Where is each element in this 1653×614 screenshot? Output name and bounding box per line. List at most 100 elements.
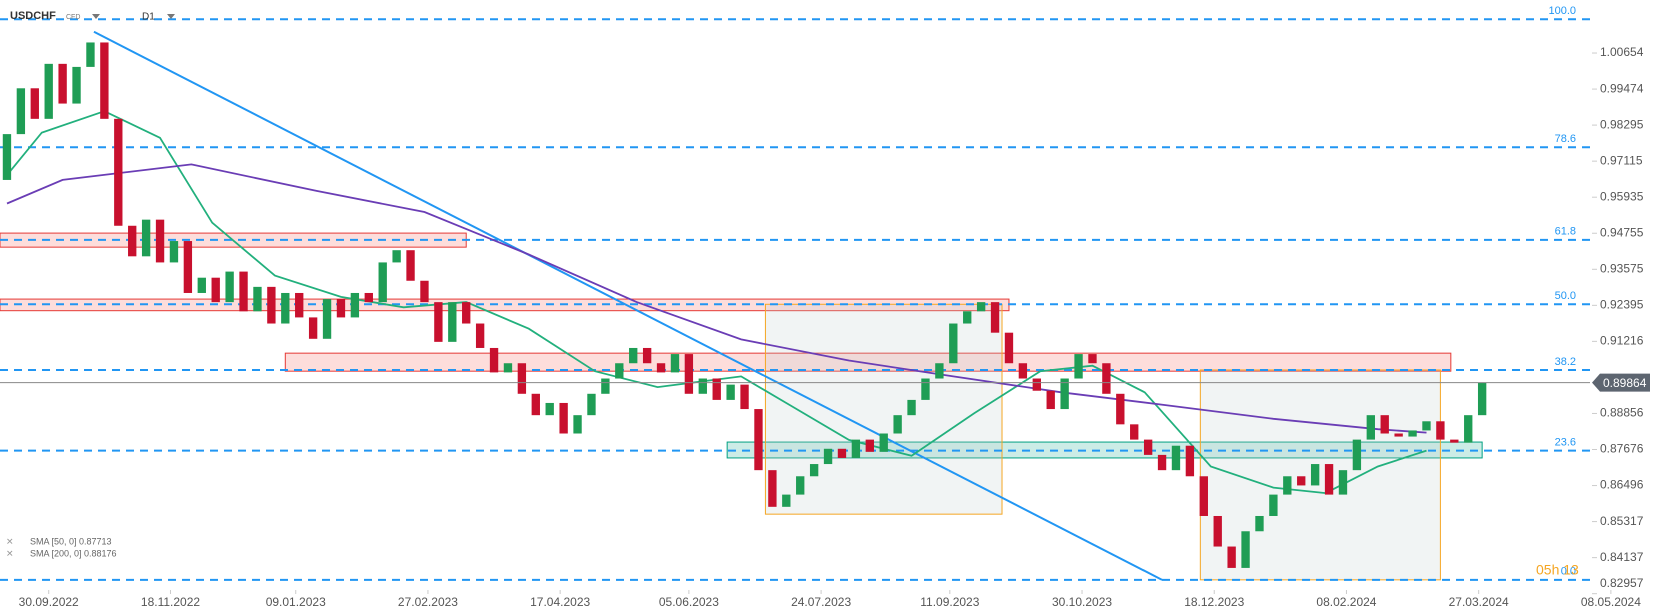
candle-body	[1227, 546, 1236, 568]
axes: 1.00654 0.99474 0.98295 0.97115 0.95935 0.947…	[19, 45, 1644, 609]
fib-level-label: 23.6	[1555, 437, 1576, 449]
candle-body	[726, 384, 735, 400]
candle-body	[1185, 445, 1195, 477]
candle-body	[128, 225, 137, 257]
candle-body	[1297, 476, 1306, 486]
candle-body	[434, 302, 443, 342]
candle-body	[392, 250, 401, 263]
candle-body	[1241, 531, 1250, 568]
timeframe-dropdown[interactable]	[167, 14, 175, 19]
fib-level-label: 38.2	[1555, 356, 1576, 368]
fib-level-label: 50.0	[1555, 290, 1576, 302]
candle-body	[253, 286, 262, 312]
candle-body	[1060, 378, 1069, 410]
range-zone	[1199, 369, 1441, 581]
x-tick-label: 30.10.2023	[1052, 595, 1112, 609]
x-tick-label: 27.03.2024	[1449, 595, 1509, 609]
candle-body	[44, 63, 53, 119]
candle-body	[1477, 382, 1487, 416]
candle-body	[1018, 363, 1028, 379]
x-tick-label: 08.05.2024	[1581, 595, 1641, 609]
candle-body	[30, 88, 39, 119]
candle-body	[406, 250, 415, 281]
candle-body	[308, 317, 318, 339]
candle-body	[350, 292, 360, 318]
candle-body	[1269, 494, 1278, 516]
y-tick-label: 0.97115	[1600, 153, 1643, 167]
y-tick-label: 0.91216	[1600, 334, 1644, 348]
candle-body	[1422, 421, 1431, 431]
x-tick-label: 30.09.2022	[19, 595, 79, 609]
symbol-dropdown[interactable]	[92, 14, 100, 19]
candle-body	[420, 280, 429, 303]
fib-level-label: 61.8	[1555, 226, 1576, 238]
candle-body	[225, 271, 234, 303]
candle-body	[72, 66, 81, 104]
x-tick-label: 09.01.2023	[266, 595, 326, 609]
candle-body	[684, 354, 694, 394]
y-tick-label: 0.82957	[1600, 576, 1644, 590]
y-tick-label: 0.98295	[1600, 117, 1644, 131]
candle-body	[879, 433, 888, 452]
y-tick-label: 0.87676	[1600, 442, 1644, 456]
candle-body	[1032, 378, 1041, 391]
candle-body	[155, 219, 165, 263]
candle-body	[545, 402, 554, 416]
timeframe[interactable]: D1	[142, 12, 155, 23]
y-tick-label: 0.92395	[1600, 298, 1644, 312]
candle-body	[1088, 354, 1097, 364]
candle-body	[615, 363, 624, 379]
candle-body	[364, 292, 373, 303]
x-tick-label: 27.02.2023	[398, 595, 458, 609]
y-tick-label: 0.93575	[1600, 261, 1644, 275]
candle-body	[768, 470, 777, 507]
candle-body	[893, 415, 902, 434]
candle-body	[141, 219, 151, 257]
y-tick-label: 0.85317	[1600, 514, 1644, 528]
candle-body	[587, 393, 596, 416]
symbol[interactable]: USDCHF	[10, 10, 56, 22]
sma-line	[6, 163, 1427, 434]
current-price-label: 0.89864	[1603, 376, 1647, 390]
candle-body	[601, 378, 610, 394]
candle-body	[336, 299, 346, 318]
candle-body	[1199, 476, 1208, 516]
candle-body	[1102, 363, 1111, 394]
candle-body	[740, 384, 749, 410]
candle-body	[1380, 415, 1389, 434]
candle-body	[86, 42, 95, 67]
legend-close[interactable]: ✕	[6, 536, 14, 546]
candle-body	[1436, 421, 1445, 440]
candle-body	[670, 354, 680, 373]
candle-body	[114, 118, 123, 226]
candle-body	[559, 402, 568, 434]
candle-body	[1352, 439, 1362, 471]
candle-body	[1004, 332, 1014, 364]
candle-body	[1143, 439, 1153, 455]
candle-body	[517, 363, 527, 394]
current-price-badge	[1592, 373, 1650, 392]
candle-body	[976, 302, 986, 312]
candle-body	[239, 271, 248, 312]
indicator-legend: ✕ SMA [50, 0] 0.87713 ✕ SMA [200, 0] 0.8817…	[6, 536, 117, 558]
candle-body	[1074, 354, 1083, 379]
candle-body	[1310, 464, 1320, 486]
candle-body	[100, 42, 109, 119]
candle-body	[963, 311, 972, 324]
legend-entry: SMA [200, 0] 0.88176	[30, 548, 117, 558]
candle-body	[796, 476, 805, 495]
x-tick-label: 05.06.2023	[659, 595, 719, 609]
candle-body	[1171, 445, 1181, 471]
y-tick-label: 0.99474	[1600, 81, 1644, 95]
candle-body	[1130, 424, 1139, 440]
candle-body	[295, 292, 304, 318]
candle-body	[1366, 415, 1375, 440]
candle-body	[475, 323, 485, 348]
legend-close[interactable]: ✕	[6, 548, 14, 558]
plot-area	[0, 18, 1590, 581]
candle-body	[489, 347, 499, 373]
candle-body	[378, 262, 387, 303]
trend-line	[93, 30, 1163, 581]
candle-body	[1116, 393, 1125, 425]
